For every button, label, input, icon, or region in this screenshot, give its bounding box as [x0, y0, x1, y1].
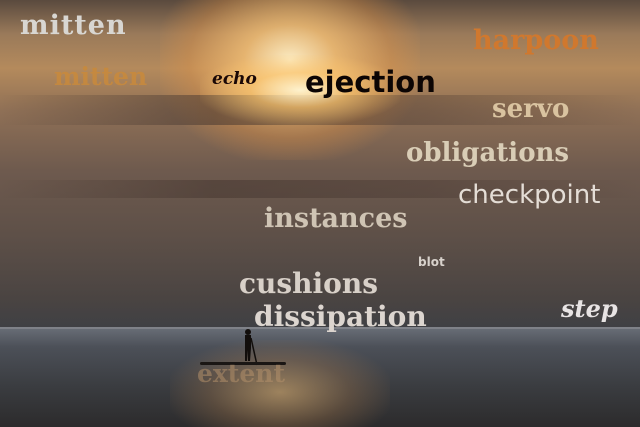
word: cushions	[239, 267, 378, 300]
word: obligations	[406, 138, 570, 168]
word: checkpoint	[458, 180, 601, 210]
word: instances	[264, 203, 408, 234]
word: dissipation	[254, 300, 427, 333]
word: mitten	[20, 10, 127, 41]
paddleboard	[200, 362, 286, 365]
cloud-band	[0, 180, 640, 198]
horizon-line	[0, 327, 640, 329]
word: servo	[492, 94, 570, 124]
word: ejection	[305, 65, 436, 99]
word: mitten	[54, 62, 148, 91]
word: blot	[418, 255, 445, 269]
sun-low	[200, 55, 400, 125]
word: harpoon	[473, 25, 599, 56]
word: step	[561, 294, 618, 323]
word: extent	[197, 359, 285, 388]
sun-reflection	[170, 340, 390, 427]
word: echo	[212, 69, 257, 89]
paddleboarder-silhouette	[245, 329, 258, 366]
